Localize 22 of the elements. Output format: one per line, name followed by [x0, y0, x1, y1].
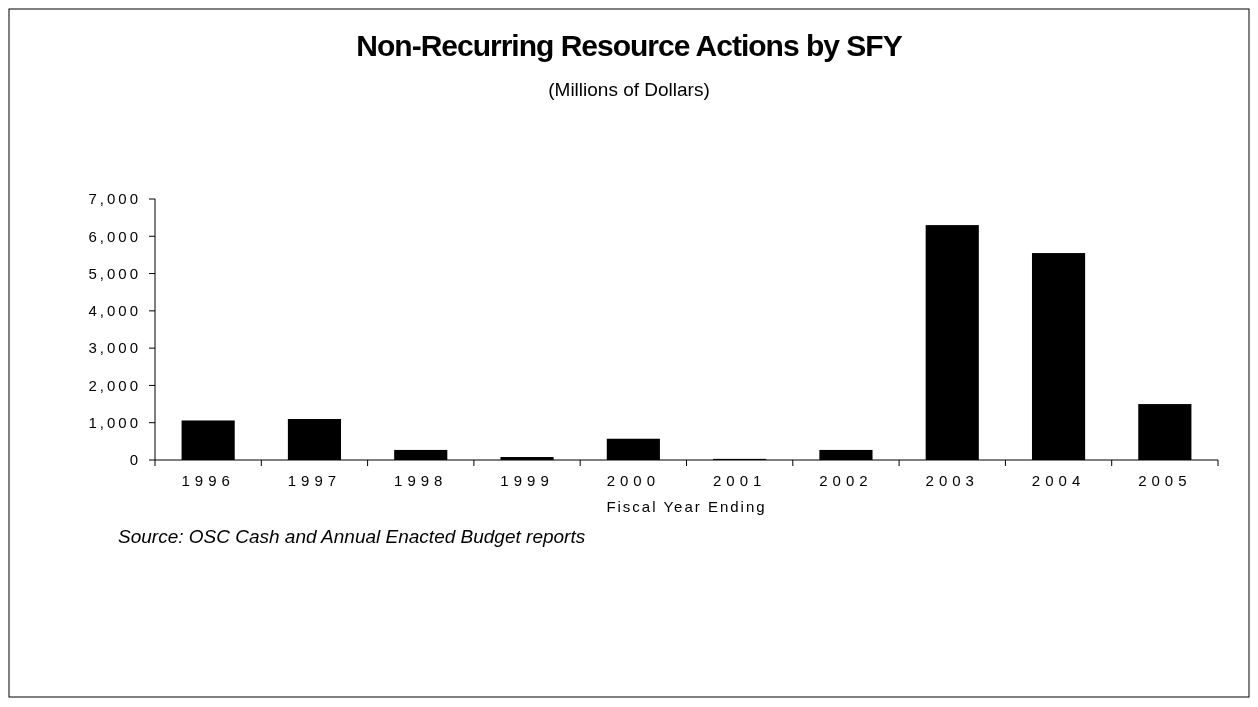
- x-tick-label: 2003: [925, 472, 979, 489]
- y-tick-label: 4,000: [88, 302, 141, 320]
- y-tick-label: 0: [129, 451, 141, 469]
- chart-subtitle: (Millions of Dollars): [548, 79, 710, 100]
- x-tick-label: 2000: [606, 472, 661, 489]
- x-tick-label: 2002: [819, 472, 873, 489]
- x-tick-label: 1998: [394, 472, 448, 489]
- x-tick-label: 2001: [712, 472, 767, 489]
- x-tick-label: 2005: [1138, 472, 1192, 489]
- x-axis-title: Fiscal Year Ending: [606, 498, 767, 515]
- x-tick-label: 1997: [287, 472, 342, 489]
- source-note: Source: OSC Cash and Annual Enacted Budget reports: [118, 526, 586, 547]
- y-tick-label: 2,000: [88, 376, 141, 394]
- y-tick-label: 5,000: [88, 264, 141, 282]
- y-tick-label: 3,000: [88, 339, 141, 357]
- x-tick-label: 2004: [1031, 472, 1086, 489]
- y-tick-label: 1,000: [88, 413, 141, 431]
- chart-title: Non-Recurring Resource Actions by SFY: [356, 29, 903, 62]
- y-tick-label: 6,000: [88, 227, 141, 245]
- x-tick-label: 1999: [500, 472, 554, 489]
- x-tick-label: 1996: [181, 472, 235, 489]
- y-tick-label: 7,000: [88, 190, 141, 208]
